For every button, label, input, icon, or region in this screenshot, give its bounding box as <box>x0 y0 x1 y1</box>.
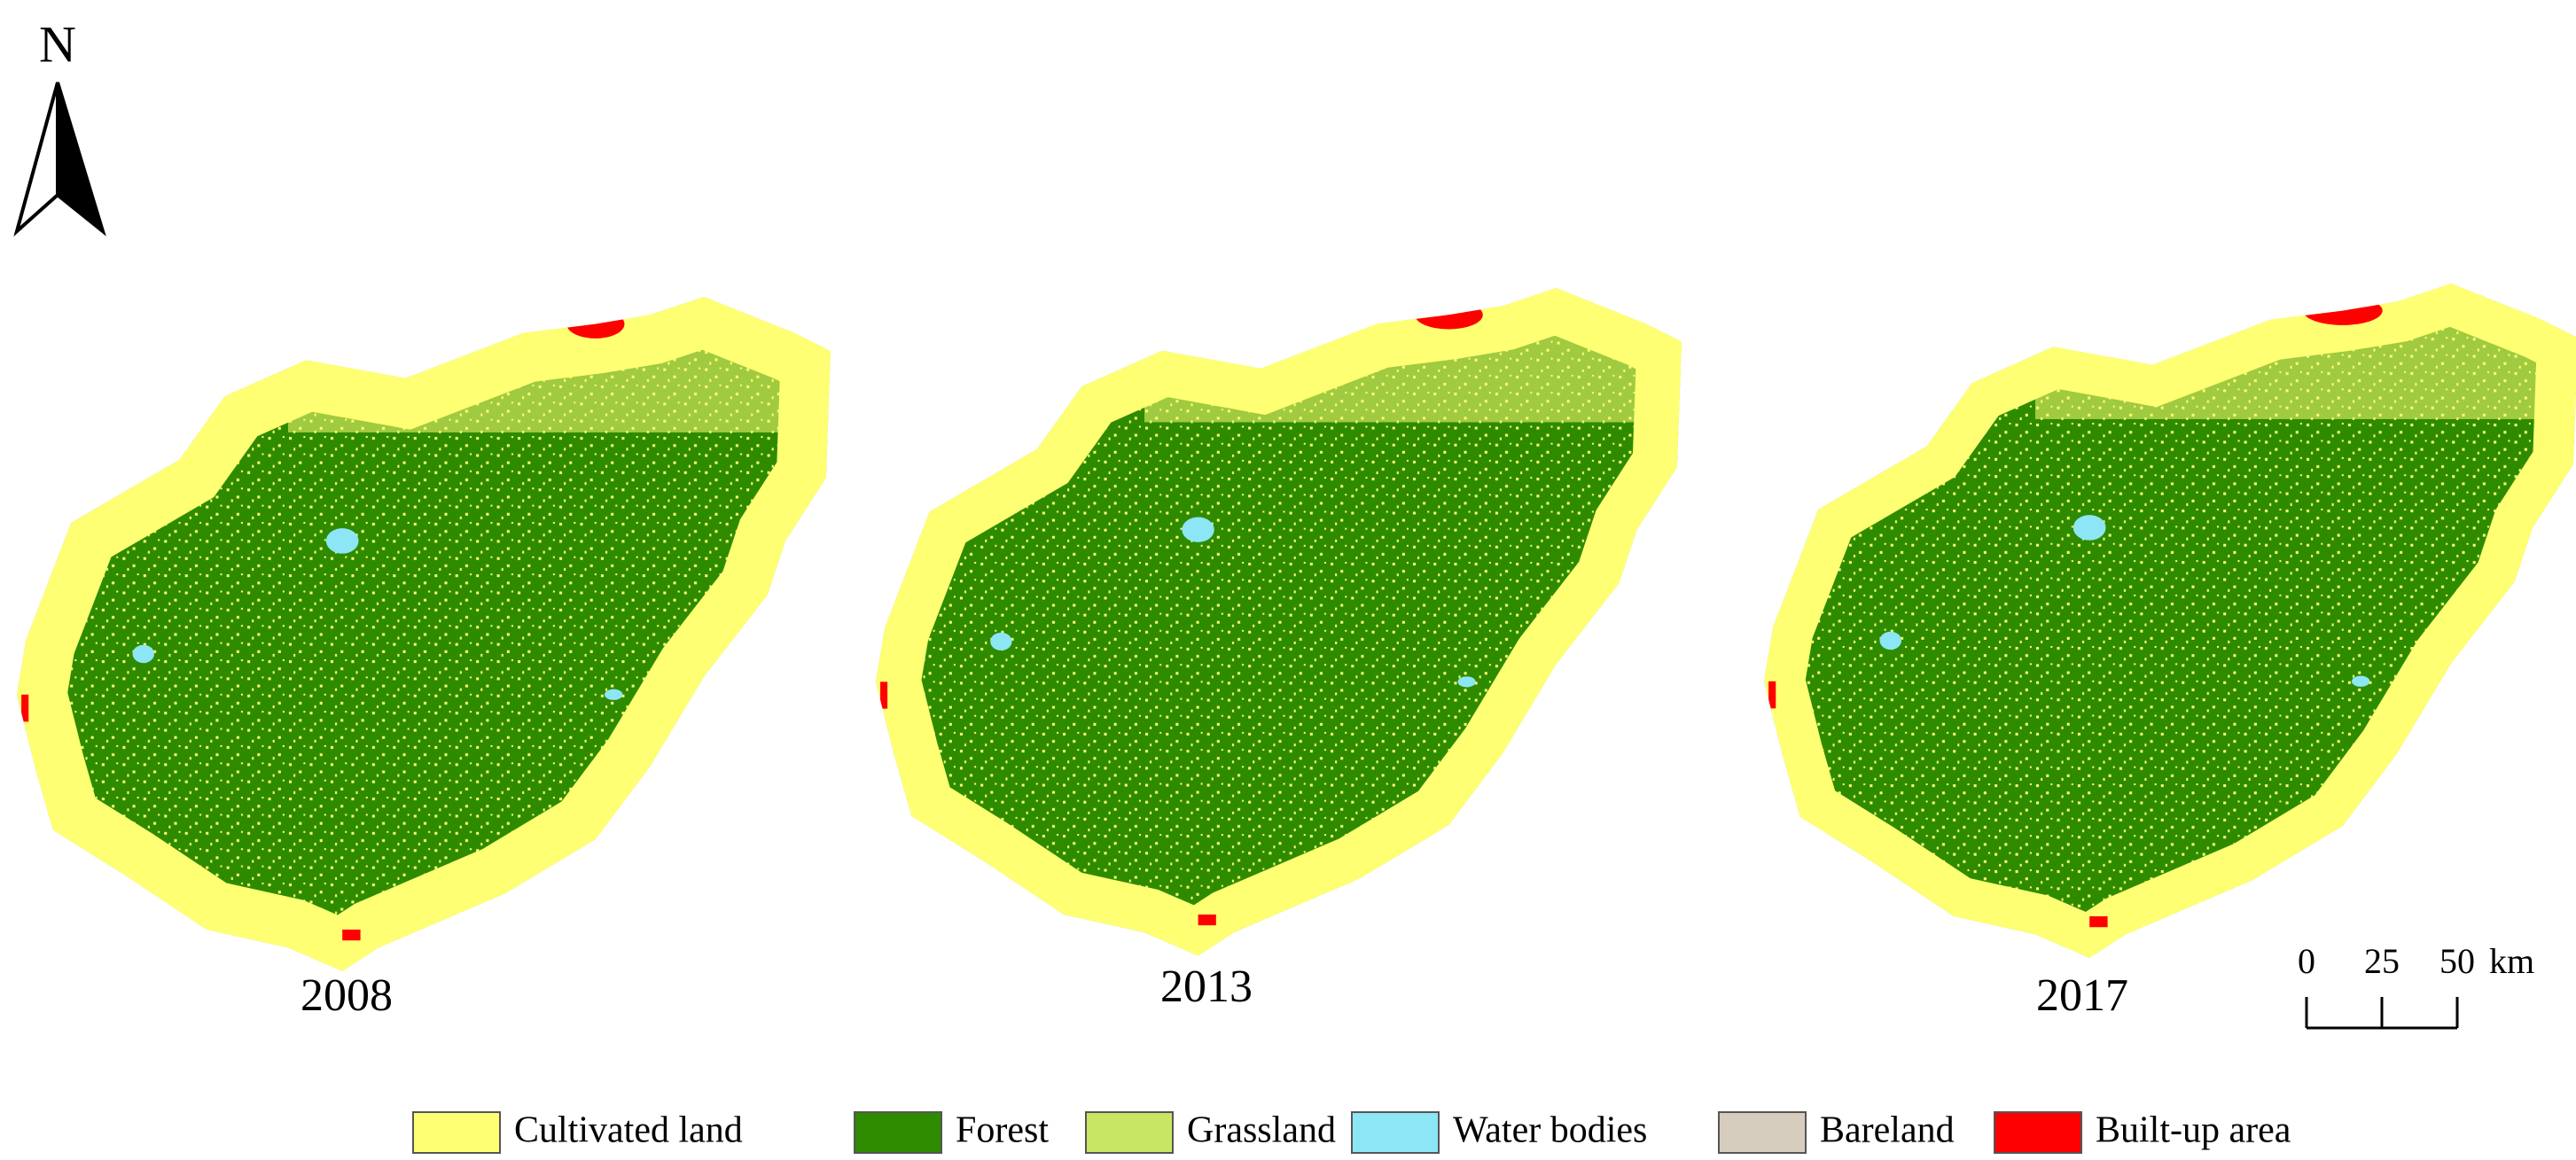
water-body <box>2352 675 2370 687</box>
water-body <box>1182 517 1214 542</box>
map-year: 2017 <box>2036 970 2128 1021</box>
water-body <box>2073 515 2106 541</box>
built-up <box>880 681 888 709</box>
built-up <box>1198 915 1216 926</box>
water-body <box>1782 818 1800 834</box>
water-body <box>605 689 623 700</box>
built-up <box>1415 300 1483 330</box>
water-body <box>1879 631 1902 650</box>
legend-label: Cultivated land <box>514 1110 743 1151</box>
water-body <box>325 528 359 554</box>
water-body <box>132 644 155 664</box>
arrow-left <box>13 82 59 237</box>
land-use-map <box>1764 284 2576 958</box>
legend-swatch <box>1718 1111 1807 1154</box>
legend-label: Grassland <box>1187 1110 1336 1151</box>
built-up <box>342 930 361 941</box>
legend-label: Built-up area <box>2096 1110 2291 1151</box>
scale-tick-label: 25 <box>2364 941 2400 981</box>
scale-tick-label: 50 <box>2439 941 2475 981</box>
map-year: 2008 <box>301 970 393 1021</box>
map-year: 2013 <box>1160 961 1253 1012</box>
legend-swatch <box>1085 1111 1174 1154</box>
map-body <box>17 297 831 971</box>
built-up <box>21 694 29 722</box>
legend-label: Forest <box>956 1110 1049 1151</box>
legend-label: Water bodies <box>1453 1110 1647 1151</box>
scale-unit: km <box>2489 941 2534 981</box>
water-body <box>35 831 53 847</box>
legend-swatch <box>854 1111 942 1154</box>
built-up <box>2302 296 2383 325</box>
map-body <box>876 288 1682 956</box>
speckle <box>876 288 1682 956</box>
land-use-map <box>876 288 1682 956</box>
water-body <box>894 817 912 833</box>
land-use-map <box>17 297 831 971</box>
water-body <box>990 632 1012 651</box>
north-arrow: N <box>13 15 106 237</box>
north-label: N <box>39 15 76 73</box>
scale-tick-label: 0 <box>2298 941 2315 981</box>
built-up <box>2089 916 2108 928</box>
speckle <box>1764 284 2576 958</box>
legend: Cultivated land Forest Grassland Water bodi… <box>412 1110 2291 1154</box>
speckle <box>17 297 831 971</box>
maps: 2008 2013 2017 <box>17 284 2576 1021</box>
legend-swatch <box>1351 1111 1440 1154</box>
legend-swatch <box>412 1111 501 1154</box>
scale-bar: 0 25 50 km <box>2298 941 2534 1030</box>
built-up <box>566 309 625 339</box>
arrow-right <box>56 82 106 237</box>
map-body <box>1764 284 2576 958</box>
legend-swatch <box>1994 1111 2082 1154</box>
water-body <box>1457 676 1476 688</box>
built-up <box>1768 681 1776 709</box>
legend-label: Bareland <box>1820 1110 1955 1151</box>
